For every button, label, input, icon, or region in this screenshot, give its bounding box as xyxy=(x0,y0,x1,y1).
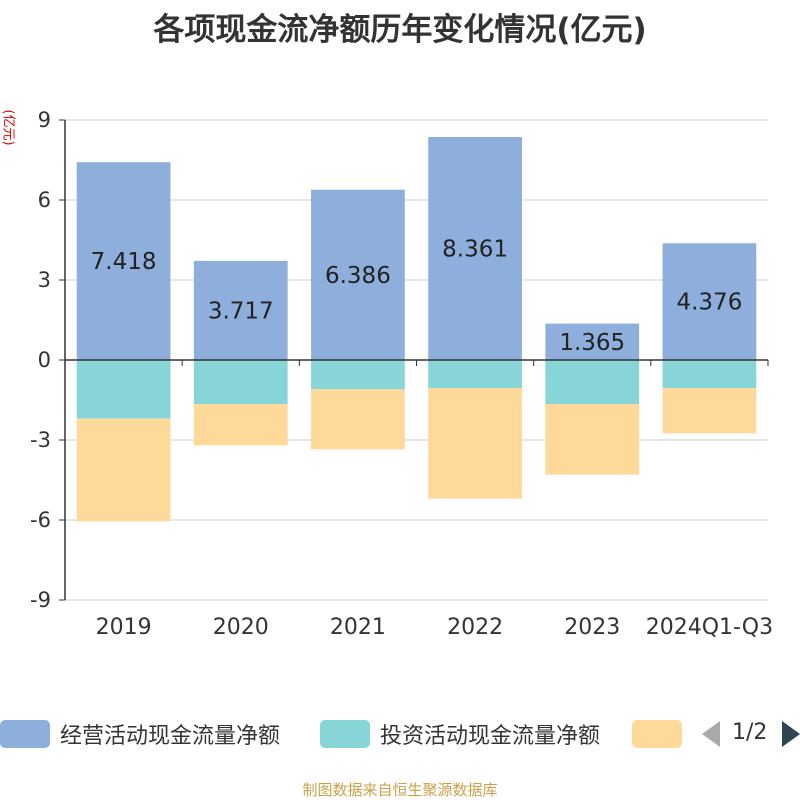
bar-financing xyxy=(193,404,288,446)
legend: 经营活动现金流量净额 投资活动现金流量净额 1/2 xyxy=(0,714,800,754)
bar-operating xyxy=(428,137,522,360)
bar-financing xyxy=(428,388,522,499)
data-label: 1.365 xyxy=(559,330,625,356)
bar-investing xyxy=(193,360,288,404)
y-tick-label: 0 xyxy=(38,348,51,372)
x-tick-label: 2024Q1-Q3 xyxy=(646,615,773,640)
legend-swatch-financing xyxy=(632,720,682,748)
legend-item-operating[interactable]: 经营活动现金流量净额 xyxy=(0,714,280,754)
data-label: 7.418 xyxy=(91,249,157,275)
bar-investing xyxy=(428,360,522,388)
legend-label-investing: 投资活动现金流量净额 xyxy=(380,724,601,749)
legend-label-operating: 经营活动现金流量净额 xyxy=(60,724,281,749)
x-tick-label: 2020 xyxy=(213,615,269,640)
y-tick-label: 6 xyxy=(38,188,51,212)
x-tick-label: 2021 xyxy=(330,615,386,640)
bar-investing xyxy=(662,360,757,388)
legend-swatch-operating xyxy=(0,720,50,748)
bar-financing xyxy=(311,389,405,450)
x-tick-label: 2023 xyxy=(564,615,620,640)
bar-investing xyxy=(76,360,171,419)
legend-item-investing[interactable]: 投资活动现金流量净额 xyxy=(320,714,600,754)
bar-operating xyxy=(311,189,405,360)
pager-page-indicator: 1/2 xyxy=(732,720,768,745)
bar-operating xyxy=(193,260,288,360)
legend-pager: 1/2 xyxy=(700,714,800,754)
data-label: 4.376 xyxy=(676,290,742,316)
y-tick-label: -9 xyxy=(30,588,51,612)
data-label: 3.717 xyxy=(208,298,274,324)
bar-investing xyxy=(311,360,405,390)
bar-financing xyxy=(545,404,640,475)
y-tick-label: 9 xyxy=(38,108,51,132)
bar-operating xyxy=(545,323,640,360)
bar-financing xyxy=(76,418,171,522)
x-tick-label: 2019 xyxy=(96,615,152,640)
bar-operating xyxy=(76,162,171,360)
pager-prev-icon[interactable] xyxy=(702,721,720,747)
data-label: 6.386 xyxy=(325,263,391,289)
chart-title: 各项现金流净额历年变化情况(亿元) xyxy=(153,12,647,48)
data-label: 8.361 xyxy=(442,237,508,263)
chart-plot: 9 6 3 0 -3 -6 -9 7.418 2019 3.717 2020 6.386 2021 8.3… xyxy=(30,108,773,640)
data-source-note: 制图数据来自恒生聚源数据库 xyxy=(302,781,498,799)
y-tick-label: -3 xyxy=(30,428,51,452)
bar-operating xyxy=(662,243,757,360)
legend-item-financing[interactable] xyxy=(632,714,682,754)
pager-next-icon[interactable] xyxy=(782,721,800,747)
x-tick-label: 2022 xyxy=(447,615,503,640)
legend-swatch-investing xyxy=(320,720,370,748)
bar-investing xyxy=(545,360,640,404)
y-tick-label: -6 xyxy=(30,508,51,532)
y-tick-label: 3 xyxy=(38,268,51,292)
bar-financing xyxy=(662,388,757,434)
